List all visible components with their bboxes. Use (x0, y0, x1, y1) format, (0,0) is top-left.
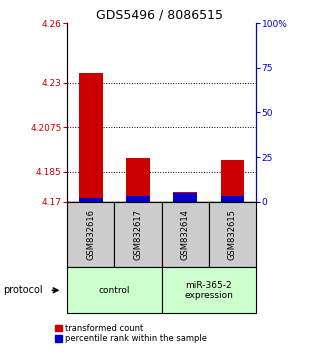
Bar (67, 202, 115, 267)
Text: GSM832615: GSM832615 (228, 209, 237, 260)
Text: miR-365-2
expression: miR-365-2 expression (184, 281, 233, 300)
Bar (209, 202, 256, 267)
Bar (79, 198, 103, 202)
Bar (220, 160, 244, 202)
Text: GSM832616: GSM832616 (86, 209, 95, 260)
Bar (162, 267, 256, 313)
Bar (126, 196, 150, 202)
Bar (173, 192, 197, 202)
Bar (126, 158, 150, 202)
Text: protocol: protocol (3, 285, 43, 295)
Bar (115, 202, 162, 267)
Bar (79, 73, 103, 202)
Bar (173, 193, 197, 202)
Legend: transformed count, percentile rank within the sample: transformed count, percentile rank withi… (55, 324, 207, 343)
Text: GSM832617: GSM832617 (133, 209, 142, 260)
Text: GDS5496 / 8086515: GDS5496 / 8086515 (97, 9, 223, 22)
Bar (162, 202, 209, 267)
Bar (67, 267, 162, 313)
Bar (220, 196, 244, 202)
Text: control: control (99, 286, 130, 295)
Text: GSM832614: GSM832614 (181, 209, 190, 260)
